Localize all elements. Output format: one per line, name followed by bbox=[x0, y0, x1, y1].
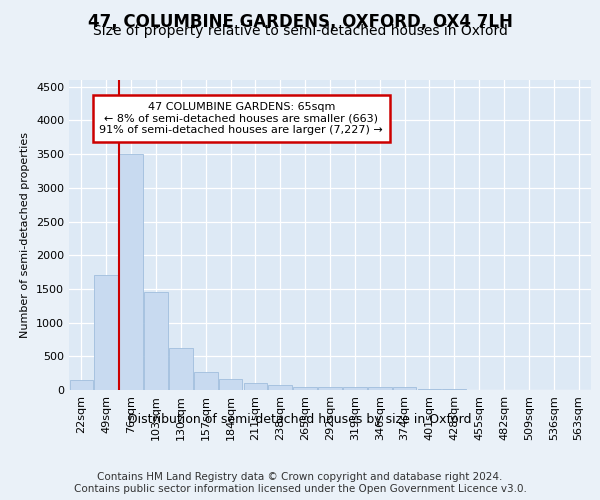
Bar bbox=[94, 276, 118, 390]
Bar bbox=[343, 386, 367, 390]
Bar bbox=[219, 379, 242, 390]
Bar bbox=[318, 386, 342, 390]
Bar bbox=[194, 372, 218, 390]
Bar bbox=[70, 380, 93, 390]
Text: Contains HM Land Registry data © Crown copyright and database right 2024.
Contai: Contains HM Land Registry data © Crown c… bbox=[74, 472, 526, 494]
Bar bbox=[144, 292, 168, 390]
Bar bbox=[368, 386, 392, 390]
Bar bbox=[393, 386, 416, 390]
Bar bbox=[169, 348, 193, 390]
Bar bbox=[244, 384, 267, 390]
Bar bbox=[268, 385, 292, 390]
Bar bbox=[293, 386, 317, 390]
Y-axis label: Number of semi-detached properties: Number of semi-detached properties bbox=[20, 132, 31, 338]
Text: Distribution of semi-detached houses by size in Oxford: Distribution of semi-detached houses by … bbox=[128, 412, 472, 426]
Text: 47 COLUMBINE GARDENS: 65sqm
← 8% of semi-detached houses are smaller (663)
91% o: 47 COLUMBINE GARDENS: 65sqm ← 8% of semi… bbox=[100, 102, 383, 135]
Text: Size of property relative to semi-detached houses in Oxford: Size of property relative to semi-detach… bbox=[92, 24, 508, 38]
Text: 47, COLUMBINE GARDENS, OXFORD, OX4 7LH: 47, COLUMBINE GARDENS, OXFORD, OX4 7LH bbox=[88, 12, 512, 30]
Bar bbox=[119, 154, 143, 390]
